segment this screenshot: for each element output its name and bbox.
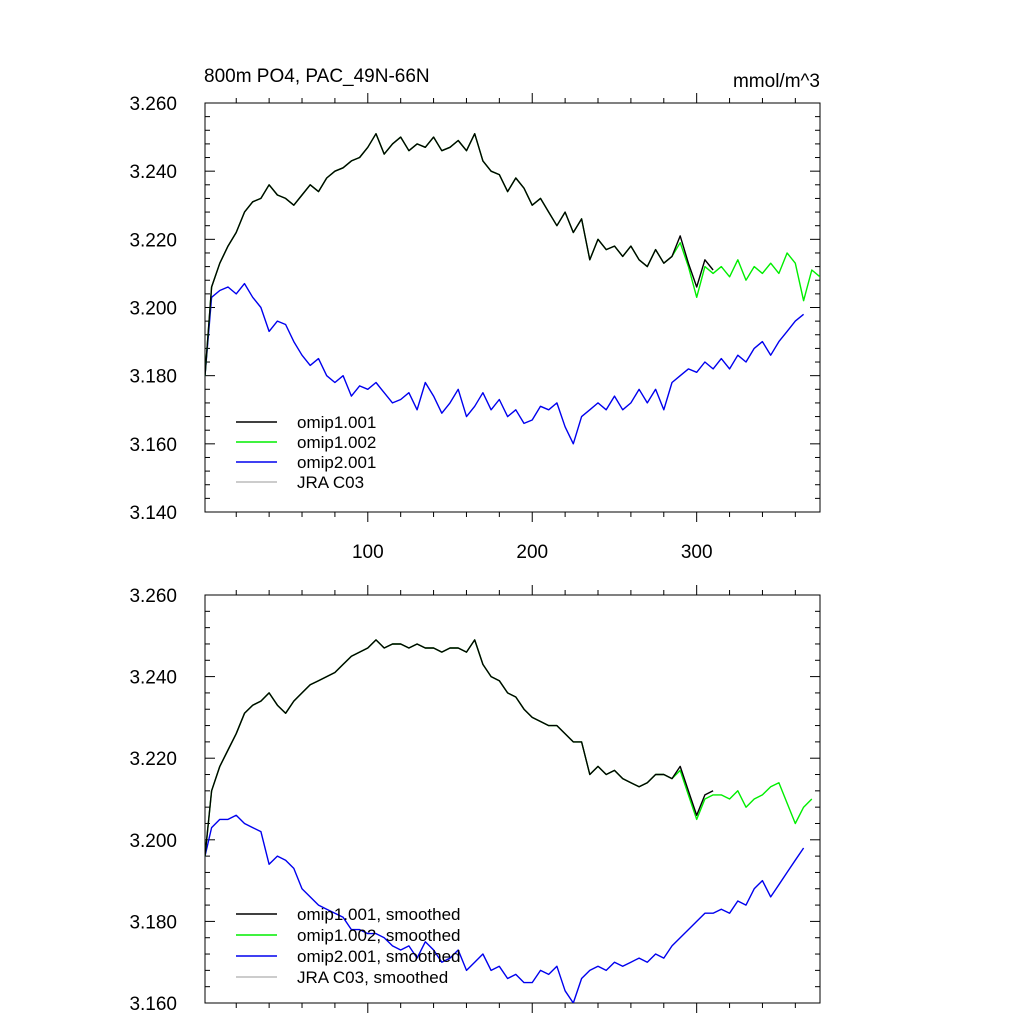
y-tick-label: 3.180 — [129, 367, 177, 388]
legend-label: omip1.001, smoothed — [297, 905, 461, 924]
y-tick-label: 3.240 — [129, 162, 177, 183]
series-line-omip1-001-smoothed — [205, 639, 714, 857]
chart-title: 800m PO4, PAC_49N-66N — [204, 66, 430, 87]
y-tick-label: 3.260 — [129, 94, 177, 115]
plot-frame — [204, 594, 821, 1004]
y-tick-label: 3.160 — [129, 994, 177, 1015]
y-tick-label: 3.140 — [129, 503, 177, 524]
y-tick-label: 3.160 — [129, 435, 177, 456]
legend-label: JRA C03 — [297, 473, 364, 492]
legend-label: omip2.001, smoothed — [297, 947, 461, 966]
y-tick-label: 3.180 — [129, 912, 177, 933]
x-tick-label: 100 — [352, 542, 384, 563]
x-tick-label: 300 — [681, 542, 713, 563]
y-tick-label: 3.240 — [129, 668, 177, 689]
legend-label: omip1.002, smoothed — [297, 926, 461, 945]
units-label: mmol/m^3 — [733, 71, 820, 92]
legend-label: omip1.001 — [297, 413, 376, 432]
x-tick-label: 200 — [516, 542, 548, 563]
y-tick-label: 3.220 — [129, 230, 177, 251]
series-line-omip1-001 — [205, 133, 714, 376]
series-line-omip1-002-smoothed — [205, 639, 813, 857]
top-panel-raw: 3.140 3.160 3.180 3.200 3.220 3.240 3.260 100 20… — [129, 66, 821, 563]
series-line-omip2-001-smoothed — [205, 814, 805, 1003]
y-tick-label: 3.260 — [129, 586, 177, 607]
y-tick-label: 3.220 — [129, 749, 177, 770]
bottom-panel-smoothed: 3.160 3.180 3.200 3.220 3.240 3.260 omip1.001,… — [129, 585, 821, 1015]
legend-label: omip2.001 — [297, 453, 376, 472]
legend-label: omip1.002 — [297, 433, 376, 452]
y-tick-label: 3.200 — [129, 831, 177, 852]
series-line-omip2-001 — [205, 282, 805, 445]
y-tick-label: 3.200 — [129, 299, 177, 320]
series-line-omip1-002 — [205, 133, 820, 376]
legend-label: JRA C03, smoothed — [297, 968, 448, 987]
